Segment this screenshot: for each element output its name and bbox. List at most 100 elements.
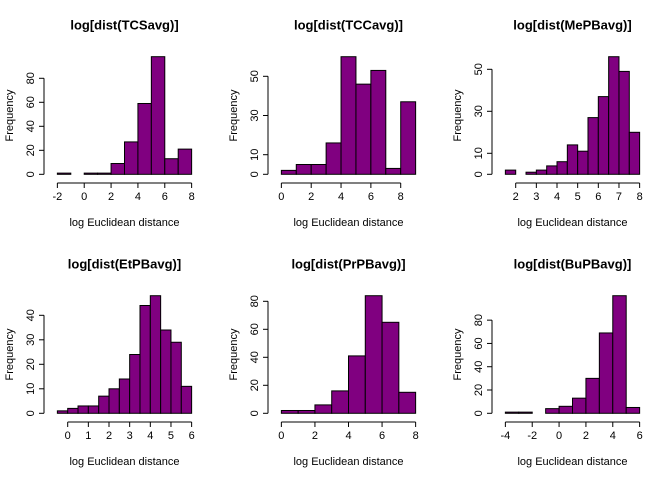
x-tick-label: 0 <box>65 430 71 442</box>
x-axis-label: log Euclidean distance <box>293 217 403 229</box>
y-tick-label: 60 <box>473 337 485 349</box>
histogram-bar <box>364 295 383 414</box>
x-tick-label: 0 <box>278 191 284 203</box>
x-tick-label: 2 <box>108 191 114 203</box>
histogram-bar <box>612 295 627 414</box>
x-tick-label: 6 <box>189 430 195 442</box>
panel-title: log[dist(TCSavg)] <box>70 17 178 32</box>
histogram-bar <box>398 391 417 414</box>
histogram-bar <box>170 341 182 414</box>
histogram-bar <box>566 144 579 175</box>
histogram-bar <box>110 163 125 175</box>
x-tick-label: 2 <box>106 430 112 442</box>
y-tick-label: 40 <box>25 309 37 321</box>
histogram-bar <box>164 158 179 175</box>
y-tick-label: 20 <box>473 384 485 396</box>
x-axis-label: log Euclidean distance <box>69 217 179 229</box>
histogram-bar <box>628 131 641 175</box>
histogram-bar <box>597 96 610 175</box>
y-axis-label: Frequency <box>228 328 240 380</box>
histogram-bar <box>504 169 517 175</box>
histogram-bar <box>314 404 333 414</box>
x-tick-label: 4 <box>610 430 616 442</box>
y-tick-label: 0 <box>25 171 37 177</box>
histogram-bar <box>585 377 600 414</box>
x-tick-label: 3 <box>127 430 133 442</box>
histogram-bar <box>546 165 558 175</box>
x-tick-label: 4 <box>554 191 560 203</box>
x-tick-label: 5 <box>168 430 174 442</box>
histogram-bar <box>139 305 151 414</box>
histogram-bar <box>331 390 349 414</box>
histogram-bar <box>56 410 69 414</box>
histogram-bar <box>87 405 100 414</box>
histogram-bar <box>518 411 533 414</box>
x-tick-label: 5 <box>575 191 581 203</box>
histogram-bar <box>572 397 587 414</box>
histogram-bar <box>535 169 548 175</box>
y-tick-label: 0 <box>473 410 485 416</box>
x-axis-label: log Euclidean distance <box>517 217 627 229</box>
y-tick-label: 80 <box>473 314 485 326</box>
histogram-bar <box>177 148 193 175</box>
histogram-bar <box>310 163 327 175</box>
y-tick-label: 20 <box>25 144 37 156</box>
histogram-bar <box>348 355 366 414</box>
x-axis-label: log Euclidean distance <box>293 456 403 468</box>
histogram-bar <box>355 83 372 175</box>
histogram-bar <box>118 378 131 414</box>
x-tick-label: 4 <box>345 430 351 442</box>
histogram-bar <box>77 405 89 414</box>
histogram-bar <box>587 117 599 175</box>
y-tick-label: 60 <box>249 323 261 335</box>
histogram-bar <box>149 295 162 414</box>
x-tick-label: 0 <box>81 191 87 203</box>
histogram-bar <box>325 142 342 175</box>
histogram-bar <box>525 171 537 175</box>
histogram-bar <box>385 167 402 175</box>
x-tick-label: 0 <box>278 430 284 442</box>
histogram-bar <box>504 411 520 414</box>
histogram-bar <box>400 101 417 175</box>
histogram-bar <box>150 56 166 175</box>
histogram-bar <box>297 409 316 414</box>
histogram-bar <box>98 395 110 414</box>
x-tick-label: 3 <box>533 191 539 203</box>
y-tick-label: 80 <box>249 295 261 307</box>
y-tick-label: 10 <box>473 147 485 159</box>
histogram-bar <box>160 329 172 414</box>
x-tick-label: 4 <box>338 191 344 203</box>
y-axis-label: Frequency <box>228 89 240 141</box>
histogram-bar <box>381 321 400 414</box>
y-tick-label: 50 <box>473 63 485 75</box>
histogram-bar <box>137 102 152 175</box>
x-tick-label: 8 <box>413 430 419 442</box>
histogram-bar <box>340 56 357 175</box>
x-tick-label: 4 <box>147 430 153 442</box>
histogram-bar <box>370 69 387 175</box>
panel-title: log[dist(BuPBavg)] <box>514 256 632 271</box>
histogram-bar <box>280 169 297 175</box>
panel-title: log[dist(TCCavg)] <box>294 17 403 32</box>
x-tick-label: 6 <box>368 191 374 203</box>
histogram-bar <box>124 141 139 175</box>
panel-title: log[dist(MePBavg)] <box>513 17 631 32</box>
y-tick-label: 0 <box>249 410 261 416</box>
histogram-bar <box>545 408 560 414</box>
histogram-bar <box>280 409 299 414</box>
y-axis-label: Frequency <box>4 328 16 380</box>
y-tick-label: 30 <box>25 334 37 346</box>
y-tick-label: 40 <box>473 361 485 373</box>
y-tick-label: 30 <box>473 105 485 117</box>
histogram-bar <box>608 56 620 175</box>
histogram-bar <box>598 332 614 414</box>
x-tick-label: 6 <box>162 191 168 203</box>
x-tick-label: 2 <box>308 191 314 203</box>
x-tick-label: 6 <box>595 191 601 203</box>
y-axis-label: Frequency <box>452 328 464 380</box>
histogram-bar <box>577 150 589 175</box>
x-axis-label: log Euclidean distance <box>517 456 627 468</box>
x-axis-label: log Euclidean distance <box>69 456 179 468</box>
y-tick-label: 0 <box>25 410 37 416</box>
